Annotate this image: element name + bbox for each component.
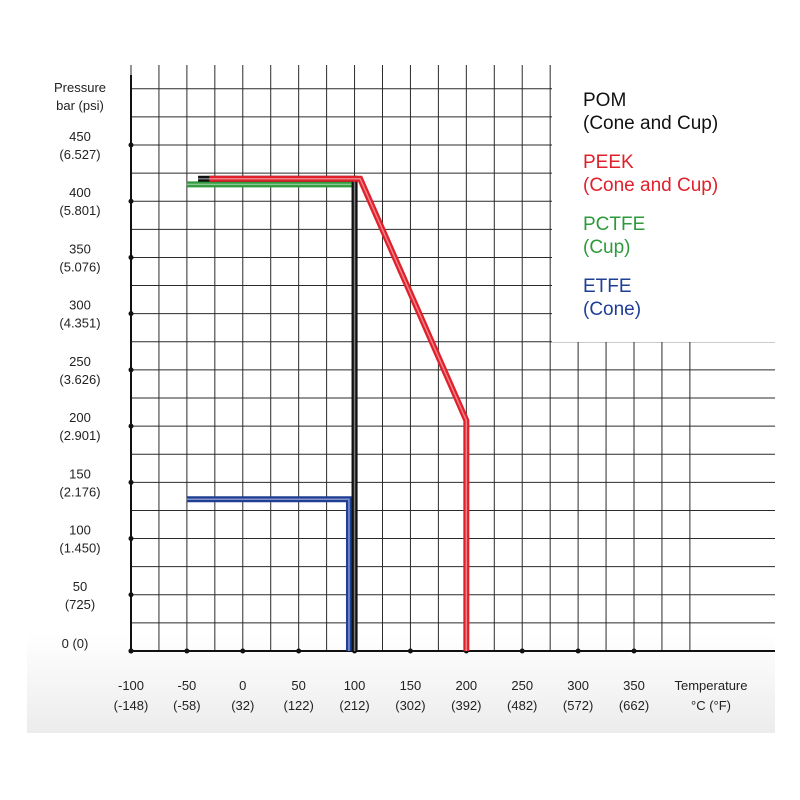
series-line-etfe (186, 496, 352, 651)
legend-entry-etfe: ETFE (583, 276, 632, 297)
legend-entry-pom: POM (583, 90, 626, 111)
x-tick-label: -50 (177, 678, 196, 693)
x-tick-label: 0 (239, 678, 246, 693)
y-tick-label: 250 (69, 354, 91, 369)
series-line-peek (209, 175, 470, 651)
y-tick-label: 150 (69, 466, 91, 481)
y-tick-mark (128, 311, 134, 317)
legend-entry-pctfe-detail: (Cup) (583, 237, 631, 258)
y-tick-mark (128, 198, 134, 204)
y-tick-sublabel: (4.351) (59, 316, 100, 331)
y-tick-sublabel: (6.527) (59, 147, 100, 162)
x-tick-sublabel: (572) (563, 698, 593, 713)
y-tick-sublabel: (3.626) (59, 372, 100, 387)
legend-entry-etfe-detail: (Cone) (583, 299, 641, 320)
y-tick-label: 400 (69, 185, 91, 200)
x-tick-mark (296, 648, 302, 654)
x-tick-sublabel: (32) (231, 698, 254, 713)
x-tick-sublabel: (-148) (114, 698, 149, 713)
x-tick-label: 350 (623, 678, 645, 693)
legend-entry-pom-detail: (Cone and Cup) (583, 113, 718, 134)
y-tick-mark (128, 142, 134, 148)
x-tick-mark (519, 648, 525, 654)
x-tick-label: 300 (567, 678, 589, 693)
legend-box (552, 65, 775, 342)
x-tick-mark (240, 648, 246, 654)
x-tick-sublabel: (302) (395, 698, 425, 713)
legend: POM(Cone and Cup)PEEK(Cone and Cup)PCTFE… (583, 90, 718, 320)
y-tick-labels: 450 (6.527) 400 (5.801) 350 (5.076) 300 (4.351)… (59, 129, 100, 651)
x-tick-label: 250 (511, 678, 533, 693)
y-axis-label-line1: Pressure (54, 80, 106, 95)
y-tick-mark (128, 479, 134, 485)
legend-entry-peek: PEEK (583, 152, 634, 173)
x-tick-sublabel: (212) (339, 698, 369, 713)
x-axis-label-line2: °C (°F) (691, 698, 731, 713)
y-tick-mark (128, 423, 134, 429)
y-tick-label: 0 (0) (62, 636, 89, 651)
x-tick-sublabel: (662) (619, 698, 649, 713)
x-tick-mark (184, 648, 190, 654)
x-tick-sublabel: (482) (507, 698, 537, 713)
y-tick-sublabel: (5.801) (59, 203, 100, 218)
y-tick-label: 450 (69, 129, 91, 144)
y-tick-mark (128, 254, 134, 260)
series-highlight-peek (209, 177, 468, 651)
x-tick-mark (407, 648, 413, 654)
x-tick-sublabel: (-58) (173, 698, 200, 713)
x-tick-label: -100 (118, 678, 144, 693)
x-tick-sublabel: (122) (283, 698, 313, 713)
series-highlight-etfe (186, 498, 350, 651)
y-tick-label: 300 (69, 298, 91, 313)
y-tick-sublabel: (5.076) (59, 259, 100, 274)
y-tick-label: 350 (69, 241, 91, 256)
y-tick-sublabel: (725) (65, 597, 95, 612)
series-lines (186, 175, 470, 651)
y-tick-label: 200 (69, 410, 91, 425)
x-tick-label: 50 (291, 678, 305, 693)
x-tick-label: 150 (400, 678, 422, 693)
y-tick-mark (128, 536, 134, 542)
y-tick-label: 100 (69, 523, 91, 538)
y-tick-sublabel: (2.176) (59, 484, 100, 499)
x-tick-sublabel: (392) (451, 698, 481, 713)
x-axis-label-line1: Temperature (675, 678, 748, 693)
y-tick-sublabel: (2.901) (59, 428, 100, 443)
y-axis-label-line2: bar (psi) (56, 98, 104, 113)
legend-entry-peek-detail: (Cone and Cup) (583, 175, 718, 196)
x-tick-mark (575, 648, 581, 654)
y-tick-mark (128, 592, 134, 598)
x-tick-mark (631, 648, 637, 654)
x-tick-mark (128, 648, 134, 654)
x-tick-label: 100 (344, 678, 366, 693)
x-tick-labels: -100 (-148) -50 (-58) 0 (32) 50 (122) 100 (212) 15… (114, 678, 650, 713)
y-tick-label: 50 (73, 579, 87, 594)
y-tick-sublabel: (1.450) (59, 541, 100, 556)
y-tick-mark (128, 367, 134, 373)
x-tick-label: 200 (455, 678, 477, 693)
legend-entry-pctfe: PCTFE (583, 214, 645, 235)
